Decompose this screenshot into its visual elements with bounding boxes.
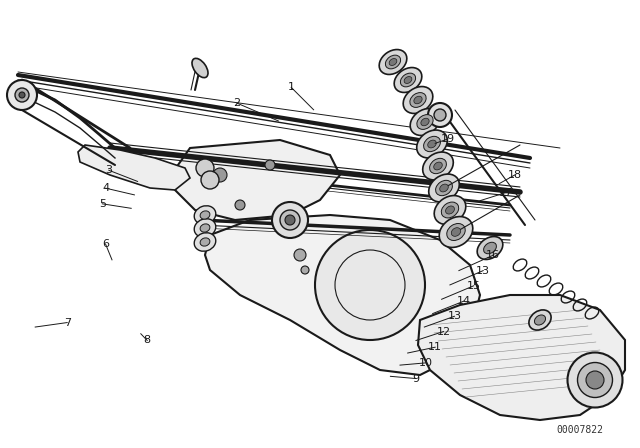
Ellipse shape — [428, 103, 452, 127]
Ellipse shape — [19, 92, 25, 98]
Circle shape — [285, 215, 295, 225]
Circle shape — [213, 168, 227, 182]
Text: 14: 14 — [457, 296, 471, 306]
Ellipse shape — [7, 80, 37, 110]
Text: 17: 17 — [499, 188, 513, 198]
Ellipse shape — [379, 50, 407, 74]
Text: 10: 10 — [419, 358, 433, 368]
Ellipse shape — [451, 228, 461, 237]
Text: 18: 18 — [508, 170, 522, 180]
Ellipse shape — [586, 371, 604, 389]
Ellipse shape — [429, 158, 447, 174]
Ellipse shape — [429, 174, 460, 202]
Ellipse shape — [447, 224, 465, 241]
Ellipse shape — [410, 93, 426, 108]
Circle shape — [196, 159, 214, 177]
Ellipse shape — [194, 206, 216, 224]
Ellipse shape — [424, 136, 440, 152]
Ellipse shape — [428, 140, 436, 148]
Ellipse shape — [436, 181, 452, 196]
Text: 19: 19 — [441, 134, 455, 144]
Ellipse shape — [477, 237, 503, 259]
Circle shape — [280, 210, 300, 230]
Polygon shape — [418, 295, 625, 420]
Text: 8: 8 — [143, 336, 151, 345]
Polygon shape — [78, 145, 190, 190]
Ellipse shape — [484, 242, 497, 254]
Text: 15: 15 — [467, 281, 481, 291]
Ellipse shape — [194, 219, 216, 237]
Ellipse shape — [417, 115, 433, 129]
Ellipse shape — [403, 86, 433, 113]
Circle shape — [265, 160, 275, 170]
Circle shape — [301, 266, 309, 274]
Text: 3: 3 — [106, 165, 112, 175]
Text: 4: 4 — [102, 183, 109, 193]
Text: 7: 7 — [63, 318, 71, 327]
Ellipse shape — [414, 96, 422, 104]
Ellipse shape — [404, 77, 412, 83]
Ellipse shape — [434, 109, 446, 121]
Ellipse shape — [439, 216, 473, 247]
Ellipse shape — [389, 59, 397, 65]
Ellipse shape — [401, 73, 415, 87]
Circle shape — [201, 171, 219, 189]
Text: 12: 12 — [436, 327, 451, 336]
Text: 11: 11 — [428, 342, 442, 352]
Ellipse shape — [440, 184, 448, 192]
Circle shape — [272, 202, 308, 238]
Ellipse shape — [15, 88, 29, 102]
Text: 16: 16 — [486, 250, 500, 260]
Ellipse shape — [385, 55, 401, 69]
Ellipse shape — [394, 68, 422, 92]
Polygon shape — [175, 140, 340, 220]
Ellipse shape — [192, 58, 208, 78]
Ellipse shape — [422, 152, 453, 180]
Text: 13: 13 — [476, 266, 490, 276]
Ellipse shape — [194, 233, 216, 251]
Circle shape — [235, 200, 245, 210]
Ellipse shape — [417, 130, 447, 158]
Ellipse shape — [410, 108, 440, 135]
Text: 00007822: 00007822 — [557, 425, 604, 435]
Circle shape — [294, 249, 306, 261]
Text: 1: 1 — [288, 82, 294, 92]
Ellipse shape — [442, 202, 459, 218]
Ellipse shape — [534, 315, 545, 325]
Ellipse shape — [200, 211, 210, 219]
Circle shape — [315, 230, 425, 340]
Ellipse shape — [577, 362, 612, 397]
Text: 9: 9 — [412, 374, 420, 383]
Text: 6: 6 — [102, 239, 109, 249]
Text: 13: 13 — [447, 311, 461, 321]
Text: 2: 2 — [233, 98, 241, 108]
Ellipse shape — [421, 118, 429, 126]
Ellipse shape — [200, 238, 210, 246]
Ellipse shape — [445, 206, 454, 214]
Ellipse shape — [568, 353, 623, 408]
Polygon shape — [205, 215, 480, 375]
Ellipse shape — [200, 224, 210, 232]
Ellipse shape — [434, 196, 466, 224]
Ellipse shape — [529, 310, 551, 330]
Ellipse shape — [434, 162, 442, 170]
Text: 5: 5 — [99, 199, 106, 209]
